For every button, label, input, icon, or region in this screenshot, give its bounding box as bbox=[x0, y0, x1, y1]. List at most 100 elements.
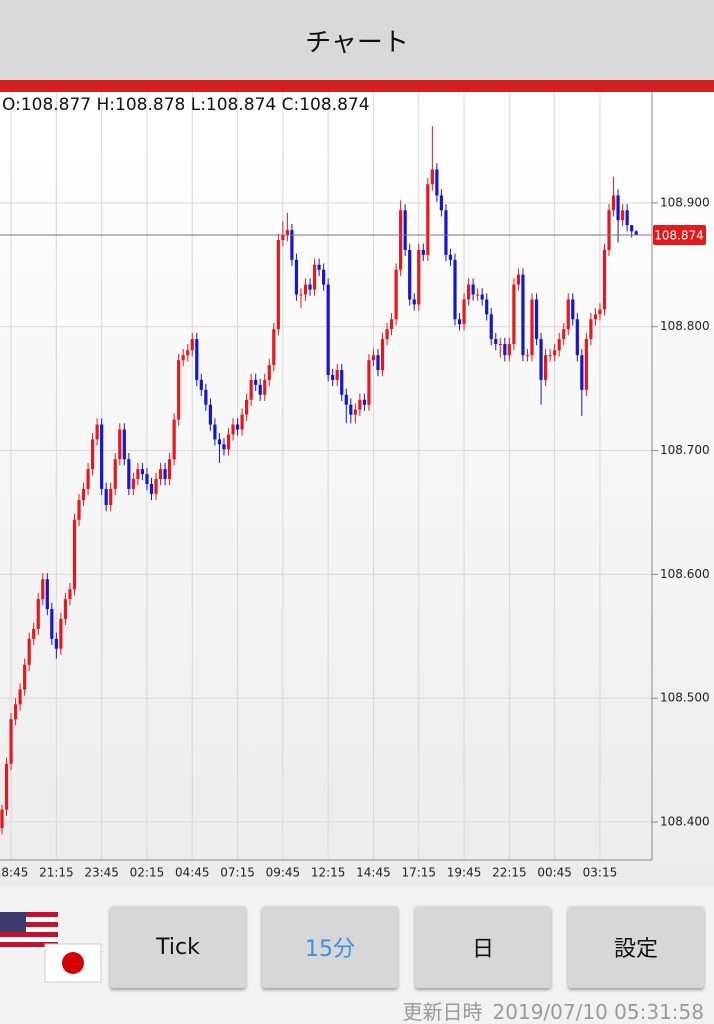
candle-body bbox=[562, 329, 566, 340]
candle-body bbox=[331, 374, 335, 380]
candle-body bbox=[584, 339, 588, 390]
update-time: 更新日時 2019/07/10 05:31:58 bbox=[403, 996, 704, 1024]
candle-body bbox=[548, 355, 552, 357]
candle-body bbox=[389, 319, 394, 330]
y-tick-label: 108.600 bbox=[660, 567, 710, 581]
candle-body bbox=[611, 195, 616, 211]
candle-body bbox=[358, 399, 362, 410]
candle-body bbox=[553, 350, 557, 356]
candle-body bbox=[186, 350, 190, 356]
candle-body bbox=[23, 664, 27, 690]
last-price-label: 108.874 bbox=[654, 229, 704, 243]
candle-body bbox=[86, 469, 90, 489]
candle-body bbox=[68, 589, 72, 600]
candle-body bbox=[254, 379, 258, 385]
x-tick-label: 07:15 bbox=[220, 866, 255, 880]
candle-body bbox=[36, 599, 40, 629]
candle-body bbox=[54, 638, 58, 649]
candle-body bbox=[199, 379, 203, 390]
x-tick-label: 17:15 bbox=[401, 866, 436, 880]
candle-body bbox=[226, 434, 231, 450]
candle-body bbox=[322, 269, 326, 285]
candle-body bbox=[353, 409, 357, 415]
x-tick-label: 21:15 bbox=[39, 866, 74, 880]
candle-body bbox=[72, 519, 77, 590]
candle-body bbox=[448, 254, 453, 260]
candle-body bbox=[303, 284, 308, 295]
candle-body bbox=[276, 240, 280, 330]
settings-button[interactable]: 設定 bbox=[568, 906, 704, 988]
candle-body bbox=[462, 299, 466, 325]
candle-body bbox=[308, 284, 312, 290]
ohlc-info: O:108.877 H:108.878 L:108.874 C:108.874 bbox=[2, 95, 370, 115]
header: チャート bbox=[0, 0, 714, 80]
candle-body bbox=[589, 319, 593, 340]
candle-body bbox=[525, 355, 530, 357]
candle-body bbox=[593, 314, 598, 320]
header-title: チャート bbox=[305, 27, 409, 58]
tick-button[interactable]: Tick bbox=[110, 906, 246, 988]
candle-body bbox=[249, 379, 253, 400]
candle-body bbox=[494, 339, 498, 345]
candle-body bbox=[213, 424, 217, 440]
candle-body bbox=[267, 365, 271, 380]
update-label: 更新日時 bbox=[402, 1000, 483, 1024]
candle-body bbox=[0, 809, 4, 829]
candle-body bbox=[222, 444, 226, 450]
candle-body bbox=[544, 355, 548, 380]
x-tick-label: 09:45 bbox=[266, 866, 301, 880]
candle-body bbox=[349, 404, 353, 415]
candle-body bbox=[376, 355, 380, 371]
candle-body bbox=[408, 249, 412, 300]
candle-body bbox=[140, 469, 145, 475]
candle-body bbox=[430, 169, 434, 185]
candle-body bbox=[208, 404, 212, 425]
candle-body bbox=[59, 618, 63, 649]
candle-body bbox=[63, 599, 68, 619]
day-button[interactable]: 日 bbox=[415, 906, 551, 988]
candle-body bbox=[118, 429, 122, 460]
candle-body bbox=[417, 249, 421, 305]
candle-body bbox=[566, 299, 570, 330]
interval-button[interactable]: 15分 bbox=[262, 906, 398, 988]
candle-body bbox=[444, 210, 448, 255]
currency-flags[interactable] bbox=[0, 910, 104, 985]
candle-body bbox=[113, 459, 117, 489]
y-tick-label: 108.500 bbox=[660, 691, 710, 705]
candle-body bbox=[625, 210, 629, 226]
candle-body bbox=[312, 264, 317, 290]
candle-body bbox=[149, 483, 154, 494]
x-tick-label: 23:45 bbox=[84, 866, 119, 880]
candle-body bbox=[439, 195, 444, 211]
candle-body bbox=[362, 399, 366, 405]
candle-body bbox=[109, 488, 113, 506]
y-tick-label: 108.700 bbox=[660, 443, 710, 457]
x-tick-label: 18:45 bbox=[0, 866, 28, 880]
candle-body bbox=[163, 469, 167, 480]
candle-body bbox=[539, 339, 543, 380]
candle-body bbox=[32, 628, 36, 639]
candle-body bbox=[290, 230, 294, 260]
candle-body bbox=[136, 469, 140, 480]
candle-body bbox=[453, 259, 457, 320]
candle-body bbox=[181, 355, 185, 361]
candle-body bbox=[272, 329, 276, 366]
candle-body bbox=[394, 269, 398, 320]
x-tick-label: 22:15 bbox=[492, 866, 527, 880]
candle-body bbox=[412, 299, 416, 305]
candle-body bbox=[100, 424, 104, 489]
candle-body bbox=[285, 230, 289, 236]
candle-body bbox=[471, 284, 475, 295]
candle-body bbox=[131, 479, 135, 489]
chart-background bbox=[0, 92, 714, 887]
candle-body bbox=[18, 689, 22, 705]
candle-body bbox=[317, 264, 321, 270]
chart: O:108.877 H:108.878 L:108.874 C:108.874 … bbox=[0, 92, 714, 887]
candle-body bbox=[602, 249, 607, 310]
candle-body bbox=[231, 424, 235, 435]
candle-body bbox=[258, 384, 262, 395]
candle-body bbox=[344, 394, 348, 405]
y-tick-label: 108.400 bbox=[660, 815, 710, 829]
x-tick-label: 14:45 bbox=[356, 866, 391, 880]
candle-body bbox=[503, 344, 507, 356]
